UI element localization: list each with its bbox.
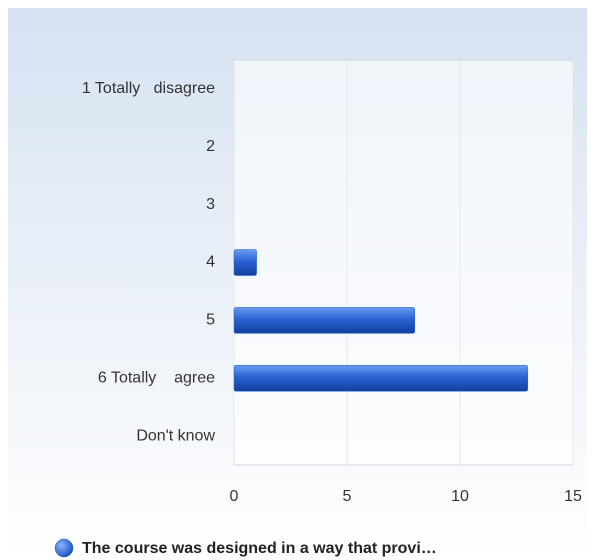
bar: [233, 249, 257, 276]
plot-area: [233, 59, 574, 466]
y-tick-label: 2: [206, 138, 215, 155]
x-tick-label: 5: [343, 488, 352, 505]
x-tick-label: 15: [564, 488, 582, 505]
y-tick-label: 5: [206, 312, 215, 329]
y-tick-label: 4: [206, 254, 215, 271]
y-tick-label: Don't know: [136, 427, 215, 444]
y-tick-label: 1 Totally disagree: [82, 80, 215, 97]
y-tick-label: 6 Totally agree: [98, 369, 215, 386]
legend-marker: [54, 538, 74, 558]
y-tick-label: 3: [206, 196, 215, 213]
bar: [233, 364, 529, 392]
x-tick-label: 10: [451, 488, 469, 505]
legend-label: The course was designed in a way that pr…: [82, 540, 437, 557]
x-tick-label: 0: [230, 488, 239, 505]
bar: [233, 307, 416, 334]
